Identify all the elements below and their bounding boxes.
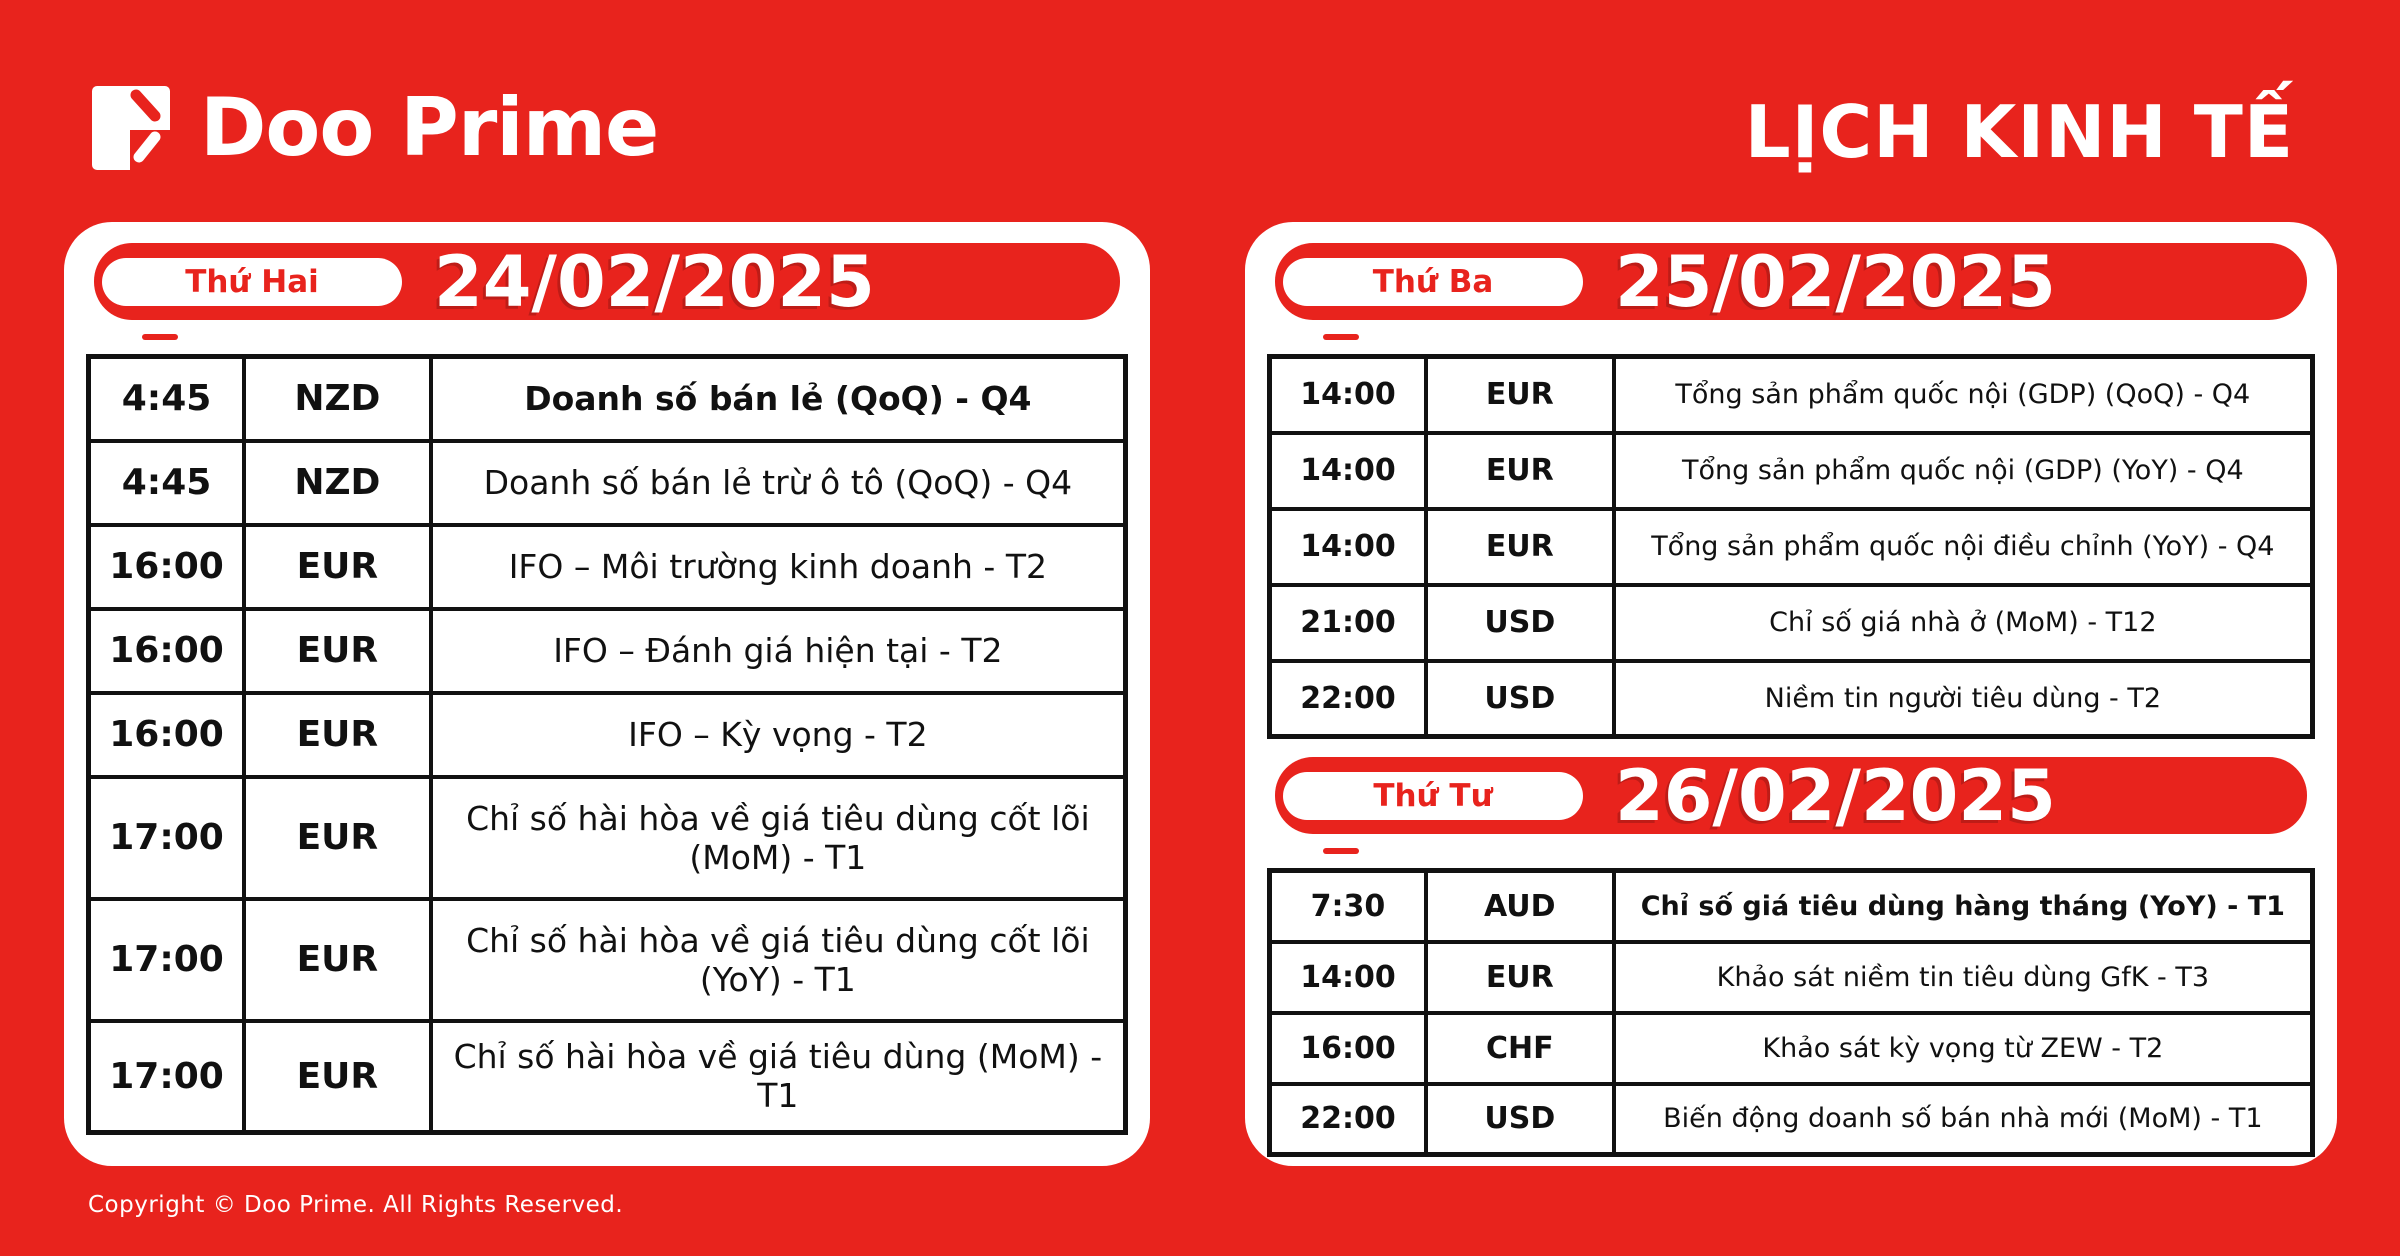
day-card-monday: Thứ Hai 24/02/2025 4:45 NZD Doanh số bán… [64, 222, 1150, 1166]
event-title: Khảo sát kỳ vọng từ ZEW - T2 [1611, 1010, 2315, 1086]
event-time: 4:45 [86, 438, 247, 527]
brand-name: Doo Prime [200, 81, 659, 174]
event-time: 17:00 [86, 1018, 247, 1135]
day-label-pill: Thứ Ba [1283, 257, 1583, 306]
event-currency: NZD [242, 438, 433, 527]
event-currency: NZD [242, 354, 433, 443]
event-currency: USD [1423, 658, 1616, 739]
event-row: 22:00 USD Niềm tin người tiêu dùng - T2 [1267, 658, 2315, 739]
event-row: 22:00 USD Biến động doanh số bán nhà mới… [1267, 1081, 2315, 1157]
event-currency: CHF [1423, 1010, 1616, 1086]
event-row: 14:00 EUR Khảo sát niềm tin tiêu dùng Gf… [1267, 939, 2315, 1015]
event-title: Chỉ số giá nhà ở (MoM) - T12 [1611, 582, 2315, 663]
event-currency: EUR [1423, 430, 1616, 511]
event-row: 17:00 EUR Chỉ số hài hòa về giá tiêu dùn… [86, 1018, 1128, 1135]
events-table-wednesday: 7:30 AUD Chỉ số giá tiêu dùng hàng tháng… [1267, 868, 2315, 1157]
event-currency: USD [1423, 582, 1616, 663]
events-table-tuesday: 14:00 EUR Tổng sản phẩm quốc nội (GDP) (… [1267, 354, 2315, 739]
event-title: Chỉ số hài hòa về giá tiêu dùng cốt lõi … [428, 896, 1128, 1023]
event-title: IFO – Môi trường kinh doanh - T2 [428, 522, 1128, 611]
event-row: 14:00 EUR Tổng sản phẩm quốc nội (GDP) (… [1267, 354, 2315, 435]
banner-underline-dash [1323, 334, 1359, 340]
event-time: 14:00 [1267, 430, 1428, 511]
event-row: 14:00 EUR Tổng sản phẩm quốc nội điều ch… [1267, 506, 2315, 587]
event-row: 4:45 NZD Doanh số bán lẻ (QoQ) - Q4 [86, 354, 1128, 443]
event-time: 7:30 [1267, 868, 1428, 944]
day-label-pill: Thứ Tư [1283, 771, 1583, 820]
event-row: 16:00 EUR IFO – Đánh giá hiện tại - T2 [86, 606, 1128, 695]
event-currency: EUR [1423, 354, 1616, 435]
event-title: Chỉ số hài hòa về giá tiêu dùng cốt lõi … [428, 774, 1128, 901]
event-title: Tổng sản phẩm quốc nội (GDP) (YoY) - Q4 [1611, 430, 2315, 511]
event-time: 16:00 [86, 606, 247, 695]
day-banner-wednesday: Thứ Tư 26/02/2025 [1275, 757, 2307, 834]
event-time: 16:00 [86, 690, 247, 779]
event-title: Doanh số bán lẻ (QoQ) - Q4 [428, 354, 1128, 443]
event-title: IFO – Đánh giá hiện tại - T2 [428, 606, 1128, 695]
event-currency: EUR [242, 896, 433, 1023]
event-currency: EUR [1423, 939, 1616, 1015]
copyright-text: Copyright © Doo Prime. All Rights Reserv… [88, 1192, 624, 1218]
event-currency: EUR [242, 774, 433, 901]
event-time: 14:00 [1267, 506, 1428, 587]
event-time: 22:00 [1267, 1081, 1428, 1157]
day-label-pill: Thứ Hai [102, 257, 402, 306]
event-time: 21:00 [1267, 582, 1428, 663]
event-currency: EUR [242, 690, 433, 779]
day-banner-monday: Thứ Hai 24/02/2025 [94, 243, 1120, 320]
event-time: 4:45 [86, 354, 247, 443]
event-row: 16:00 EUR IFO – Kỳ vọng - T2 [86, 690, 1128, 779]
event-row: 14:00 EUR Tổng sản phẩm quốc nội (GDP) (… [1267, 430, 2315, 511]
event-currency: USD [1423, 1081, 1616, 1157]
event-time: 14:00 [1267, 939, 1428, 1015]
event-currency: AUD [1423, 868, 1616, 944]
event-title: Niềm tin người tiêu dùng - T2 [1611, 658, 2315, 739]
banner-underline-dash [1323, 848, 1359, 854]
doo-prime-logo-icon [92, 86, 170, 170]
day-date: 25/02/2025 [1615, 240, 2056, 323]
event-row: 21:00 USD Chỉ số giá nhà ở (MoM) - T12 [1267, 582, 2315, 663]
event-row: 16:00 EUR IFO – Môi trường kinh doanh - … [86, 522, 1128, 611]
event-title: Doanh số bán lẻ trừ ô tô (QoQ) - Q4 [428, 438, 1128, 527]
day-date: 26/02/2025 [1615, 754, 2056, 837]
event-row: 17:00 EUR Chỉ số hài hòa về giá tiêu dùn… [86, 896, 1128, 1023]
event-currency: EUR [242, 606, 433, 695]
event-time: 17:00 [86, 774, 247, 901]
event-time: 16:00 [86, 522, 247, 611]
event-title: Chỉ số giá tiêu dùng hàng tháng (YoY) - … [1611, 868, 2315, 944]
brand-logo: Doo Prime [92, 81, 659, 174]
events-table-monday: 4:45 NZD Doanh số bán lẻ (QoQ) - Q4 4:45… [86, 354, 1128, 1135]
day-date: 24/02/2025 [434, 240, 875, 323]
event-title: Chỉ số hài hòa về giá tiêu dùng (MoM) - … [428, 1018, 1128, 1135]
event-time: 22:00 [1267, 658, 1428, 739]
page-title: LỊCH KINH TẾ [1744, 90, 2294, 174]
event-time: 16:00 [1267, 1010, 1428, 1086]
event-row: 16:00 CHF Khảo sát kỳ vọng từ ZEW - T2 [1267, 1010, 2315, 1086]
event-title: Tổng sản phẩm quốc nội điều chỉnh (YoY) … [1611, 506, 2315, 587]
event-currency: EUR [242, 522, 433, 611]
event-title: IFO – Kỳ vọng - T2 [428, 690, 1128, 779]
event-time: 17:00 [86, 896, 247, 1023]
event-currency: EUR [1423, 506, 1616, 587]
day-card-tuesday-wednesday: Thứ Ba 25/02/2025 14:00 EUR Tổng sản phẩ… [1245, 222, 2337, 1166]
event-row: 4:45 NZD Doanh số bán lẻ trừ ô tô (QoQ) … [86, 438, 1128, 527]
day-banner-tuesday: Thứ Ba 25/02/2025 [1275, 243, 2307, 320]
event-time: 14:00 [1267, 354, 1428, 435]
event-row: 17:00 EUR Chỉ số hài hòa về giá tiêu dùn… [86, 774, 1128, 901]
event-title: Biến động doanh số bán nhà mới (MoM) - T… [1611, 1081, 2315, 1157]
event-title: Tổng sản phẩm quốc nội (GDP) (QoQ) - Q4 [1611, 354, 2315, 435]
banner-underline-dash [142, 334, 178, 340]
event-title: Khảo sát niềm tin tiêu dùng GfK - T3 [1611, 939, 2315, 1015]
event-row: 7:30 AUD Chỉ số giá tiêu dùng hàng tháng… [1267, 868, 2315, 944]
event-currency: EUR [242, 1018, 433, 1135]
